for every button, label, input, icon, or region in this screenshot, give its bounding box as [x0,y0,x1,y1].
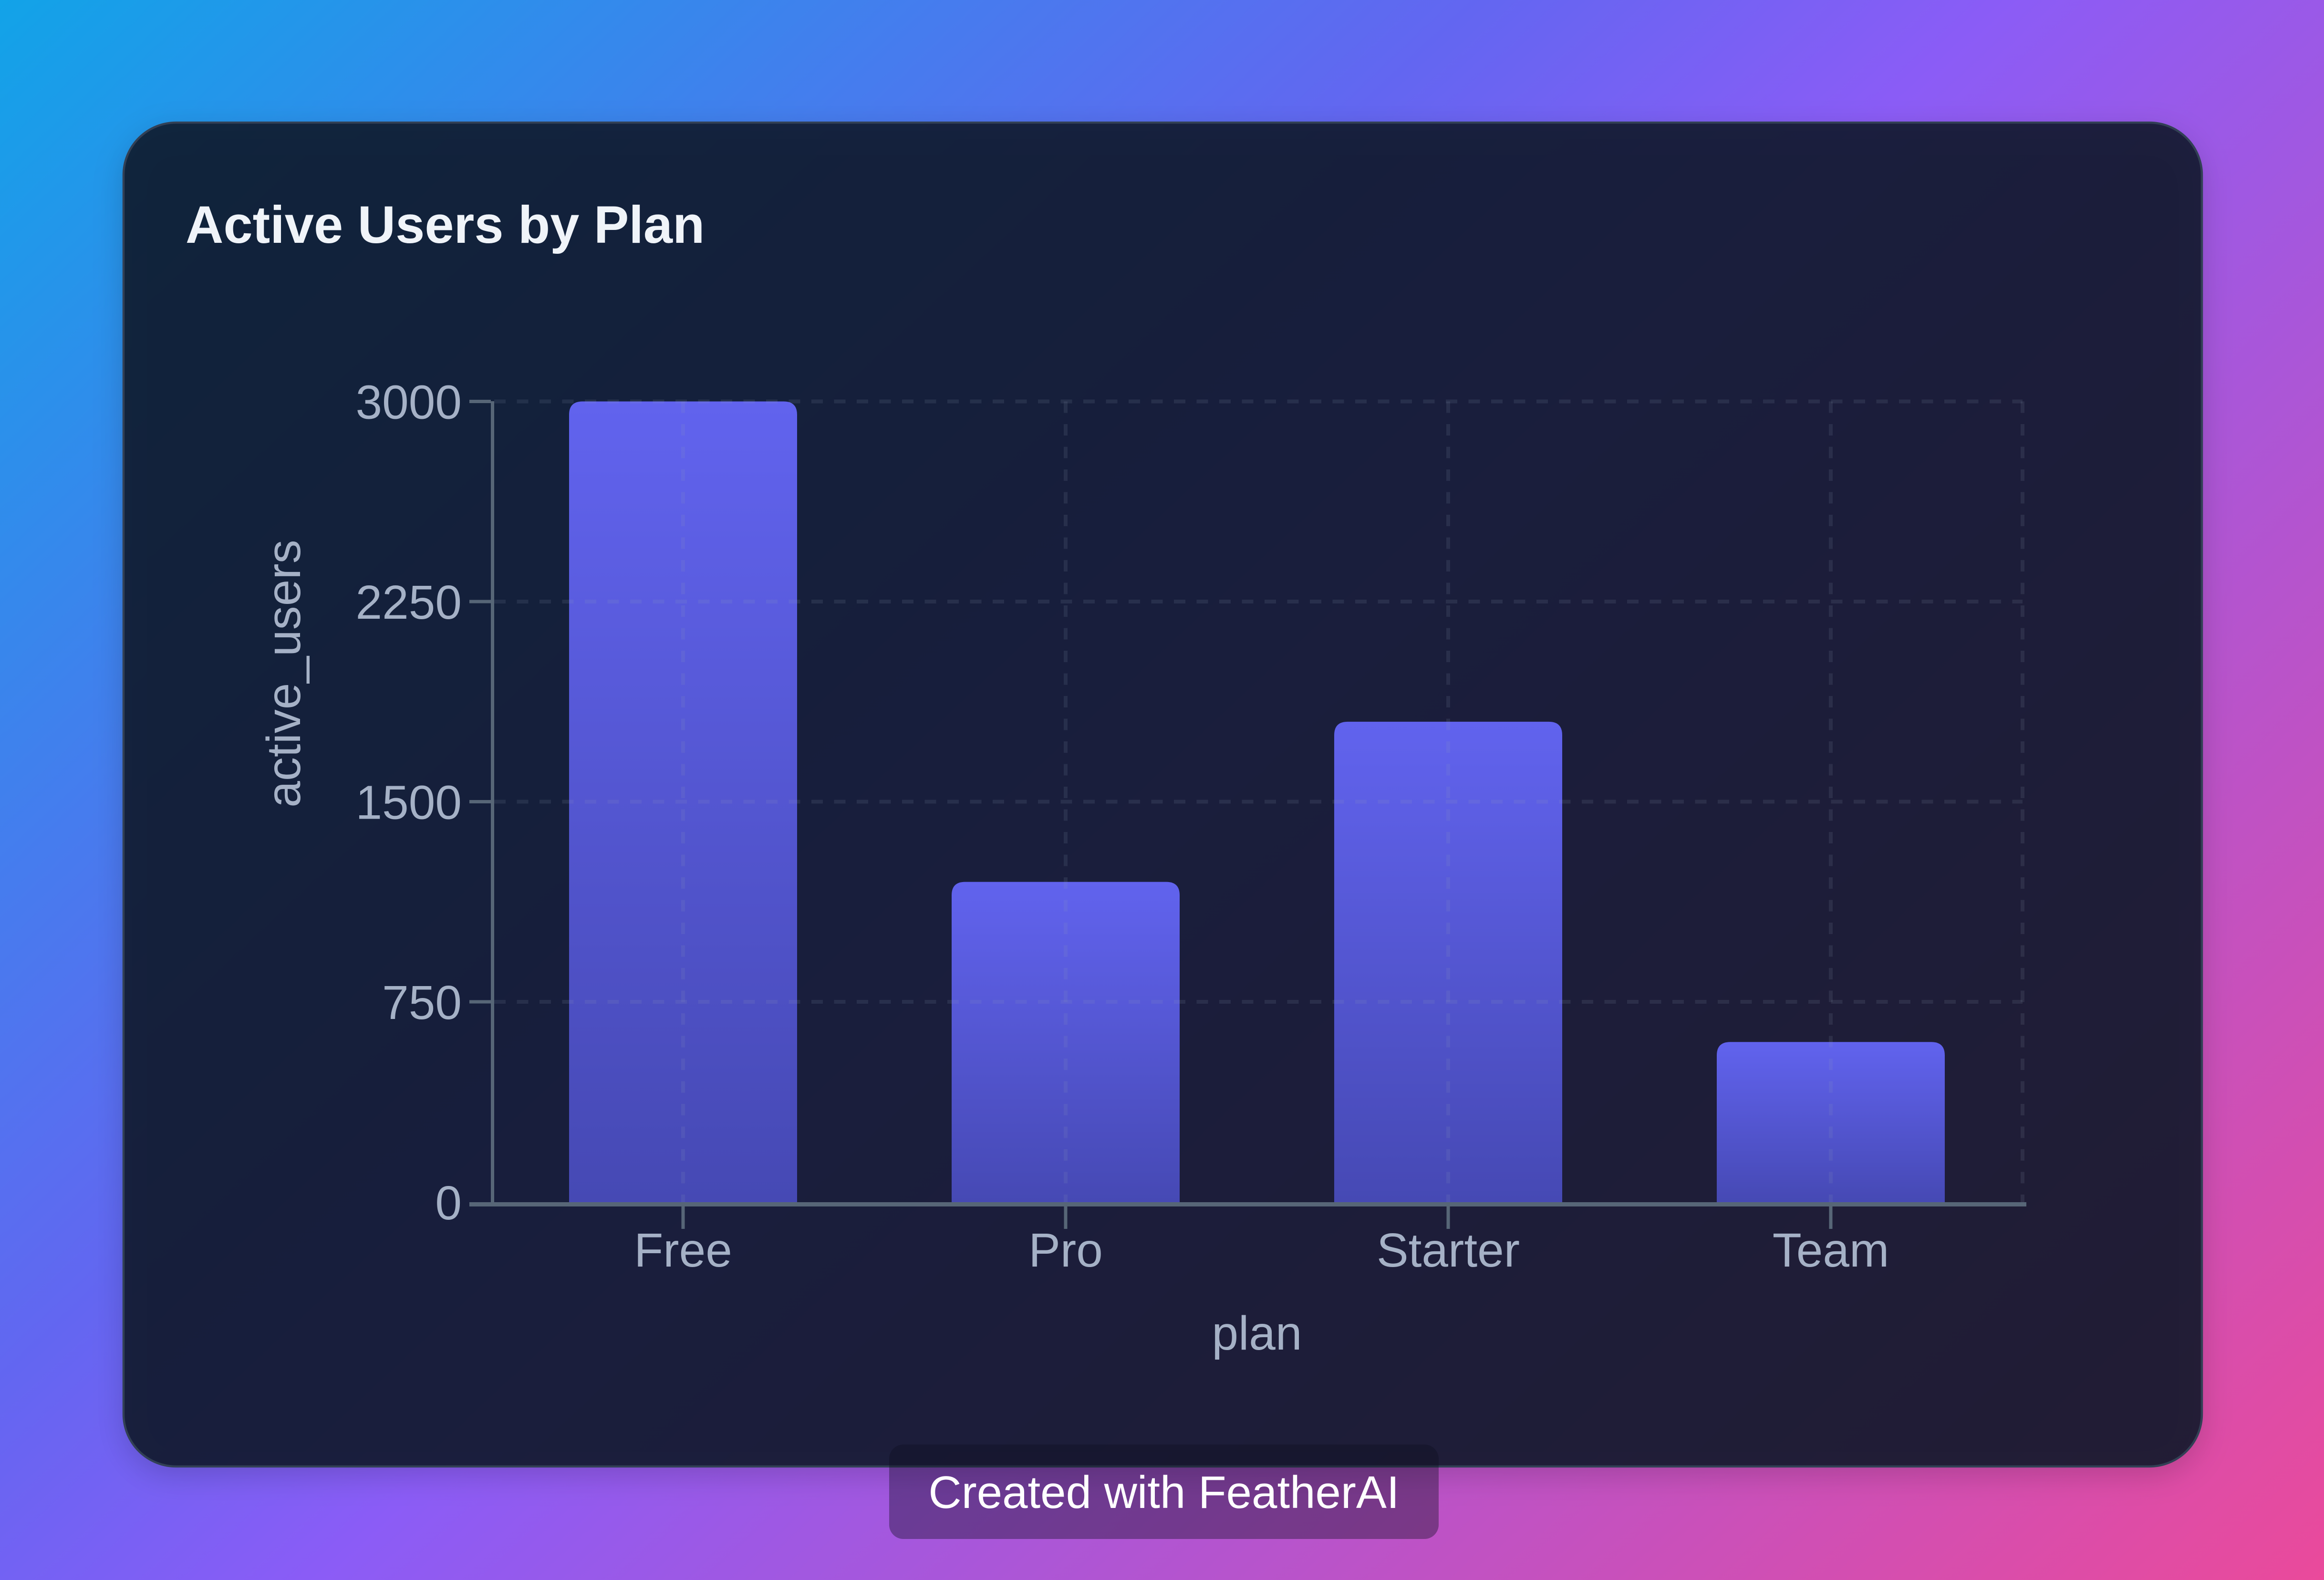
svg-text:plan: plan [1212,1307,1302,1360]
svg-text:Created with FeatherAI: Created with FeatherAI [928,1467,1399,1518]
svg-text:1500: 1500 [356,776,462,830]
svg-text:Starter: Starter [1377,1224,1520,1277]
svg-text:Team: Team [1773,1224,1889,1277]
svg-text:750: 750 [382,976,462,1029]
svg-text:Active Users by Plan: Active Users by Plan [186,196,705,254]
svg-text:3000: 3000 [356,376,462,429]
svg-text:Pro: Pro [1028,1224,1103,1277]
svg-text:2250: 2250 [356,576,462,629]
svg-text:0: 0 [435,1176,462,1230]
svg-text:active_users: active_users [257,540,311,807]
svg-text:Free: Free [634,1224,732,1277]
